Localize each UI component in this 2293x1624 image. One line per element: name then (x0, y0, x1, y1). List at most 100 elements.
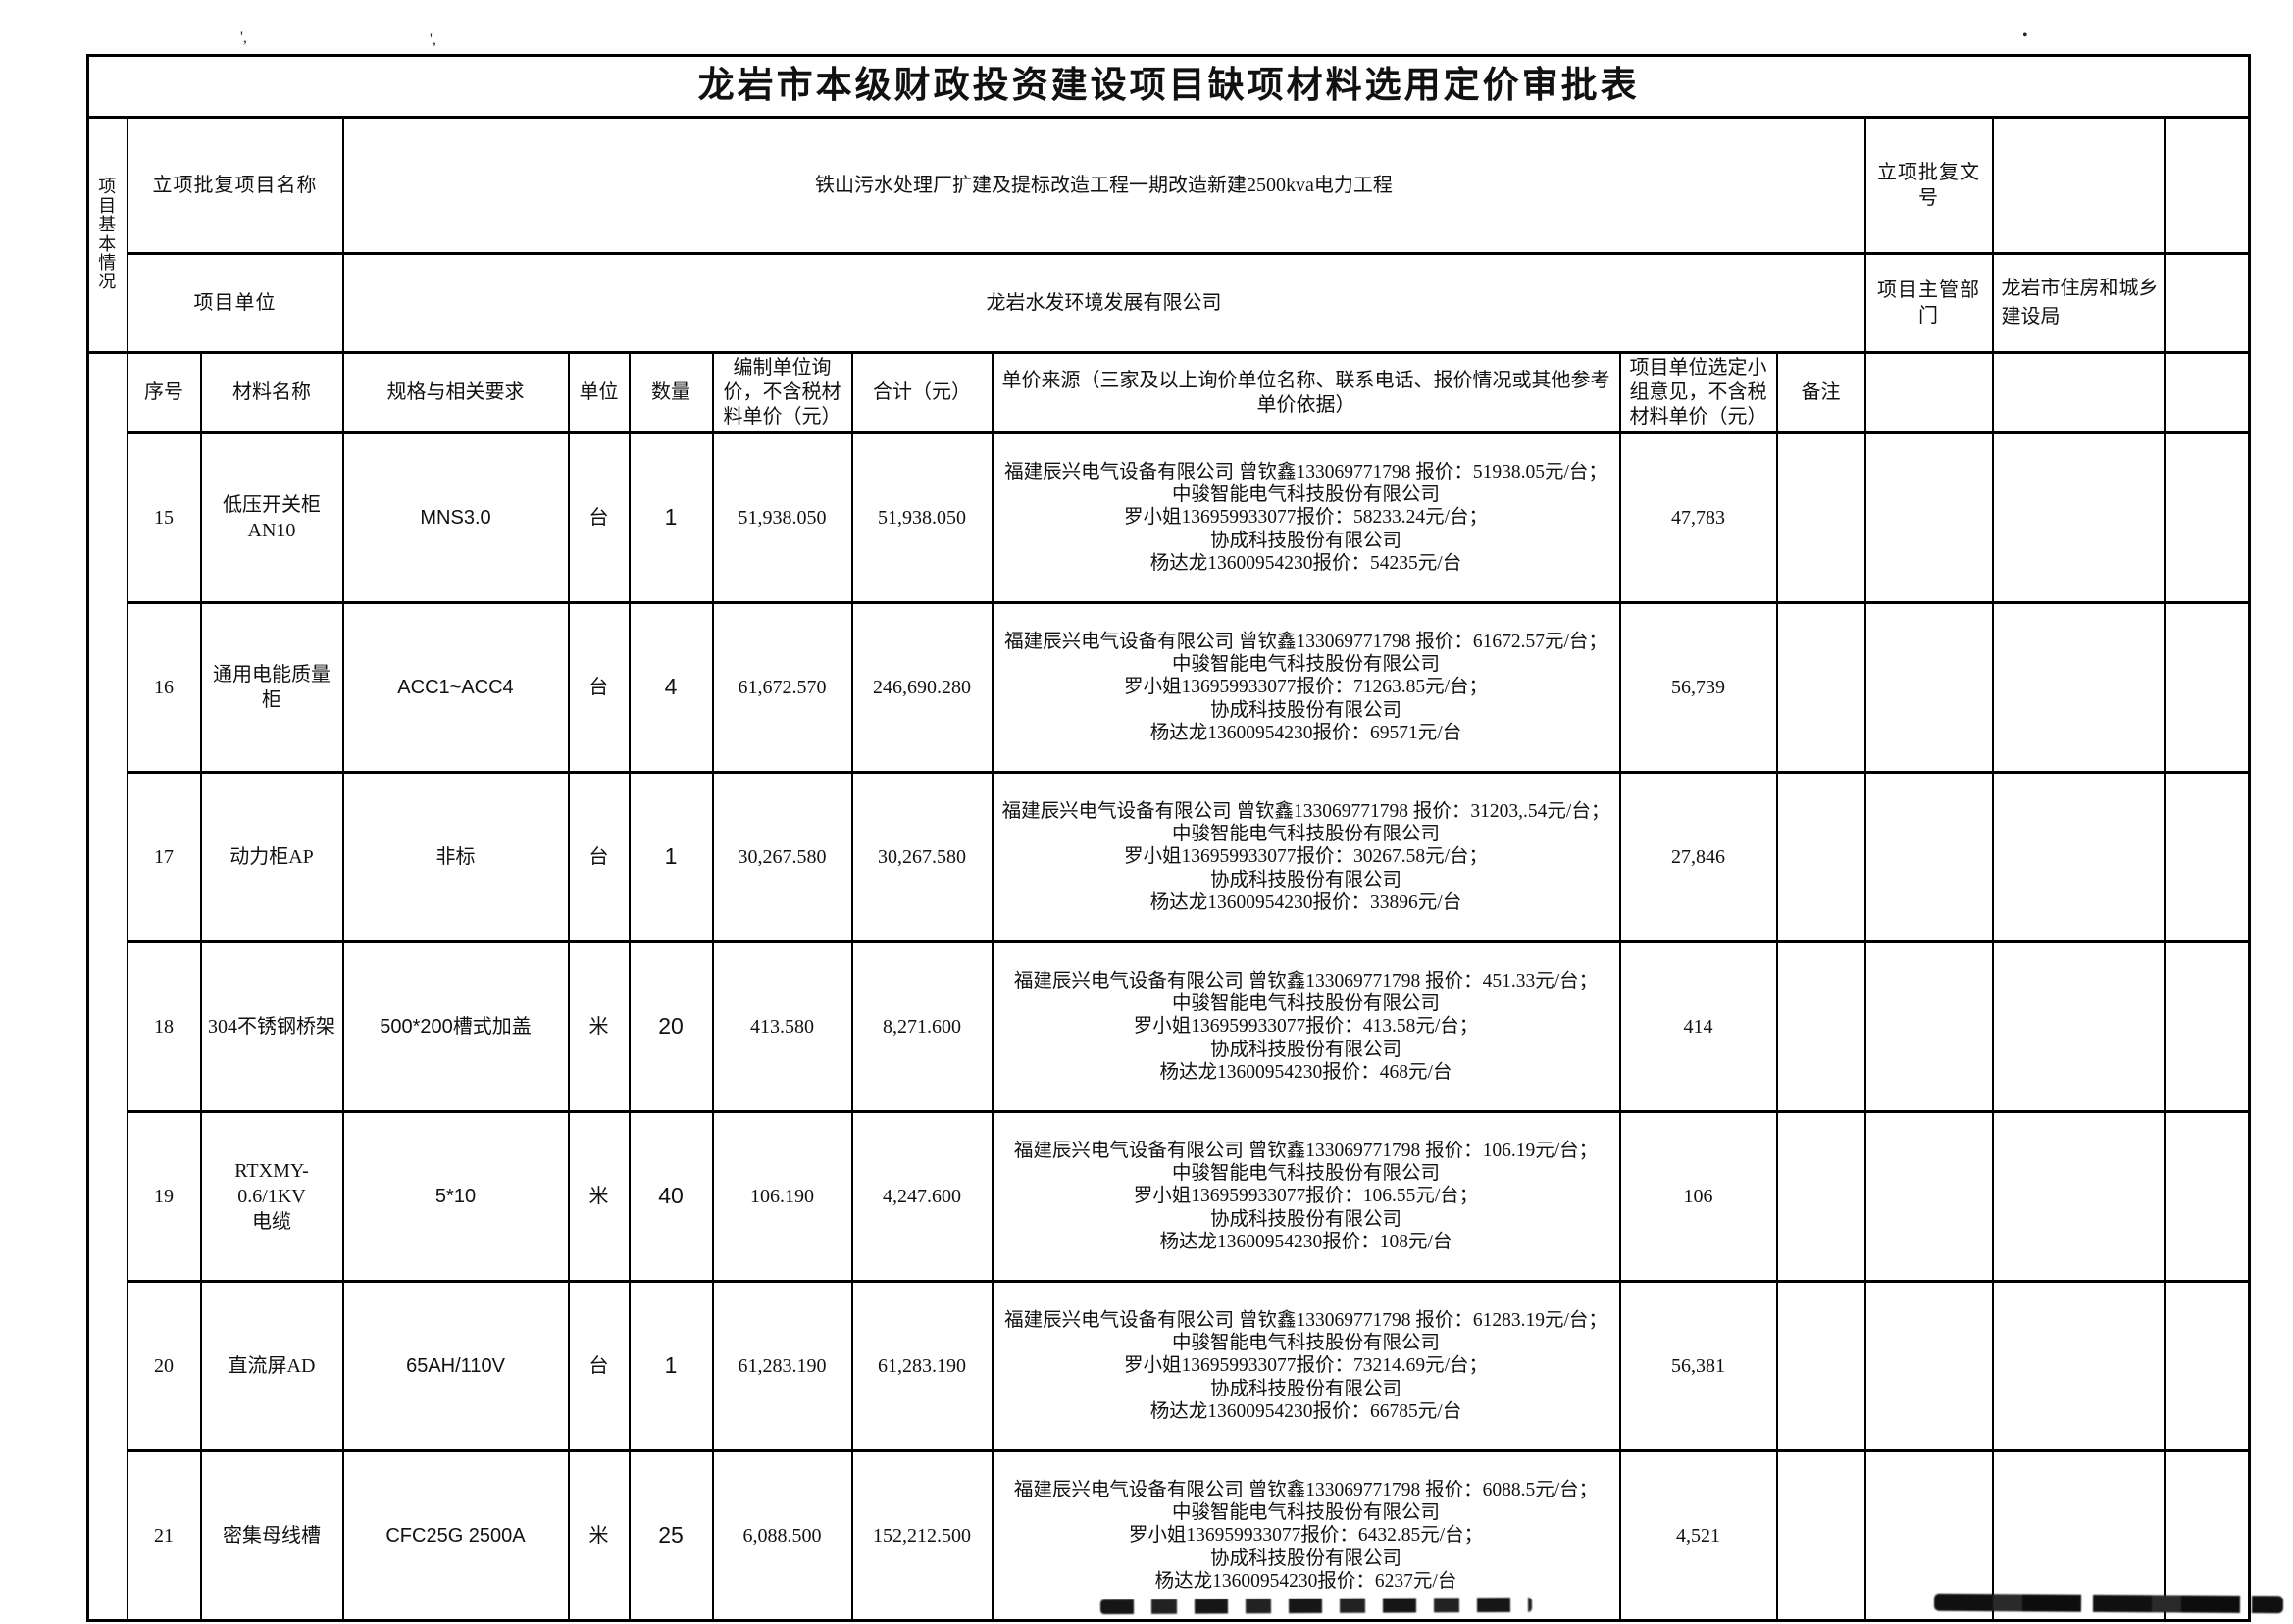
project-unit-label: 项目单位 (126, 252, 344, 354)
scan-artifact (1933, 1593, 2284, 1614)
cell-material-name: 直流屏AD (199, 1280, 344, 1452)
cell-total: 51,938.050 (850, 431, 994, 604)
material-row: 18 304不锈钢桥架 500*200槽式加盖 米 20 413.580 8,2… (88, 940, 2251, 1113)
material-row: 21 密集母线槽 CFC25G 2500A 米 25 6,088.500 152… (88, 1449, 2251, 1622)
empty-cell (1863, 601, 1994, 774)
cell-unit: 台 (567, 601, 631, 774)
col-header-remark: 备注 (1775, 351, 1866, 434)
empty-cell (1991, 1280, 2166, 1452)
approval-no-label: 立项批复文号 (1863, 116, 1994, 255)
cell-unit: 米 (567, 1110, 631, 1283)
cell-price-source: 福建辰兴电气设备有限公司 曾钦鑫133069771798 报价：61672.57… (991, 601, 1621, 774)
cell-spec: CFC25G 2500A (341, 1449, 570, 1622)
cell-selected-price: 47,783 (1618, 431, 1778, 604)
empty-cell (2163, 940, 2251, 1113)
cell-unit-price: 61,283.190 (711, 1280, 853, 1452)
empty-cell (2163, 601, 2251, 774)
cell-remark (1775, 601, 1866, 774)
dept-label: 项目主管部门 (1863, 252, 1994, 354)
cell-unit: 台 (567, 771, 631, 943)
cell-total: 4,247.600 (850, 1110, 994, 1283)
material-row: 17 动力柜AP 非标 台 1 30,267.580 30,267.580 福建… (88, 771, 2251, 943)
approval-form-table: 龙岩市本级财政投资建设项目缺项材料选用定价审批表 项目基本情况 立项批复项目名称… (86, 54, 2252, 1622)
cell-unit-price: 30,267.580 (711, 771, 853, 943)
cell-selected-price: 27,846 (1618, 771, 1778, 943)
cell-price-source: 福建辰兴电气设备有限公司 曾钦鑫133069771798 报价：31203,.5… (991, 771, 1621, 943)
cell-qty: 20 (628, 940, 714, 1113)
cell-material-name: RTXMY-0.6/1KV 电缆 (199, 1110, 344, 1283)
project-unit-value: 龙岩水发环境发展有限公司 (341, 252, 1866, 354)
cell-spec: 非标 (341, 771, 570, 943)
col-header-unit-price: 编制单位询价，不含税材料单价（元） (711, 351, 853, 434)
project-name-value: 铁山污水处理厂扩建及提标改造工程一期改造新建2500kva电力工程 (341, 116, 1866, 255)
cell-price-source: 福建辰兴电气设备有限公司 曾钦鑫133069771798 报价：451.33元/… (991, 940, 1621, 1113)
cell-qty: 25 (628, 1449, 714, 1622)
cell-selected-price: 414 (1618, 940, 1778, 1113)
cell-selected-price: 56,739 (1618, 601, 1778, 774)
cell-unit-price: 106.190 (711, 1110, 853, 1283)
empty-cell (2163, 116, 2251, 255)
empty-cell (1863, 1280, 1994, 1452)
col-header-source: 单价来源（三家及以上询价单位名称、联系电话、报价情况或其他参考单价依据） (991, 351, 1621, 434)
empty-cell (1991, 431, 2166, 604)
cell-qty: 1 (628, 771, 714, 943)
cell-material-name: 动力柜AP (199, 771, 344, 943)
cell-no: 15 (126, 431, 202, 604)
col-header-no: 序号 (126, 351, 202, 434)
cell-qty: 40 (628, 1110, 714, 1283)
scan-artifact (1099, 1597, 1533, 1615)
cell-remark (1775, 1449, 1866, 1622)
cell-price-source: 福建辰兴电气设备有限公司 曾钦鑫133069771798 报价：106.19元/… (991, 1110, 1621, 1283)
cell-selected-price: 56,381 (1618, 1280, 1778, 1452)
col-header-qty: 数量 (628, 351, 714, 434)
empty-cell (1863, 771, 1994, 943)
cell-unit: 台 (567, 431, 631, 604)
cell-no: 19 (126, 1110, 202, 1283)
empty-cell (1863, 431, 1994, 604)
empty-cell (2163, 1280, 2251, 1452)
approval-no-value (1991, 116, 2166, 255)
cell-unit: 台 (567, 1280, 631, 1452)
cell-no: 18 (126, 940, 202, 1113)
title-row: 龙岩市本级财政投资建设项目缺项材料选用定价审批表 (86, 54, 2251, 119)
material-row: 19 RTXMY-0.6/1KV 电缆 5*10 米 40 106.190 4,… (88, 1110, 2251, 1283)
empty-cell (1863, 1449, 1994, 1622)
cell-no: 16 (126, 601, 202, 774)
cell-material-name: 密集母线槽 (199, 1449, 344, 1622)
scan-artifact: • (2022, 27, 2028, 44)
empty-cell (1991, 771, 2166, 943)
empty-cell (1863, 351, 1994, 434)
document-title: 龙岩市本级财政投资建设项目缺项材料选用定价审批表 (86, 54, 2251, 119)
cell-unit-price: 51,938.050 (711, 431, 853, 604)
cell-total: 61,283.190 (850, 1280, 994, 1452)
empty-cell (2163, 351, 2251, 434)
empty-cell (1991, 351, 2166, 434)
empty-cell (1863, 940, 1994, 1113)
cell-remark (1775, 771, 1866, 943)
empty-cell (2163, 1449, 2251, 1622)
cell-unit-price: 61,672.570 (711, 601, 853, 774)
material-row: 15 低压开关柜 AN10 MNS3.0 台 1 51,938.050 51,9… (88, 431, 2251, 604)
empty-cell (1991, 1110, 2166, 1283)
empty-cell (1991, 940, 2166, 1113)
cell-spec: 5*10 (341, 1110, 570, 1283)
project-info-row-2: 项目单位 龙岩水发环境发展有限公司 项目主管部门 龙岩市住房和城乡建设局 (88, 252, 2251, 354)
cell-material-name: 低压开关柜 AN10 (199, 431, 344, 604)
cell-no: 20 (126, 1280, 202, 1452)
cell-unit-price: 6,088.500 (711, 1449, 853, 1622)
cell-remark (1775, 431, 1866, 604)
cell-total: 246,690.280 (850, 601, 994, 774)
project-name-label: 立项批复项目名称 (126, 116, 344, 255)
section-label: 项目基本情况 (98, 177, 118, 292)
col-header-spec: 规格与相关要求 (341, 351, 570, 434)
cell-remark (1775, 1110, 1866, 1283)
cell-unit: 米 (567, 1449, 631, 1622)
project-info-row-1: 项目基本情况 立项批复项目名称 铁山污水处理厂扩建及提标改造工程一期改造新建25… (86, 116, 2251, 354)
cell-selected-price: 106 (1618, 1110, 1778, 1283)
cell-qty: 1 (628, 431, 714, 604)
cell-spec: ACC1~ACC4 (341, 601, 570, 774)
cell-total: 30,267.580 (850, 771, 994, 943)
cell-material-name: 通用电能质量 柜 (199, 601, 344, 774)
cell-price-source: 福建辰兴电气设备有限公司 曾钦鑫133069771798 报价：6088.5元/… (991, 1449, 1621, 1622)
